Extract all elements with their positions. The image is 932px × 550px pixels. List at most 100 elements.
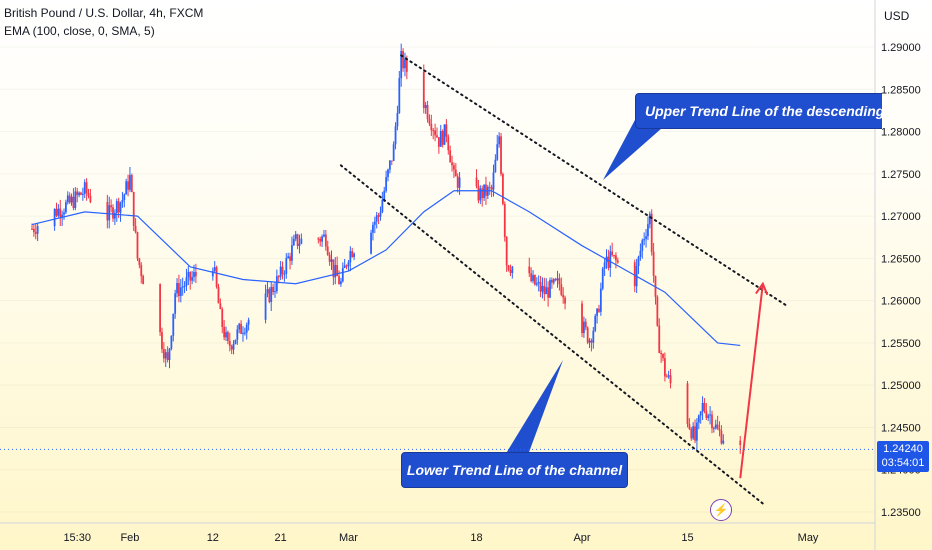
candle-body: [532, 275, 534, 282]
candle-body: [351, 251, 354, 258]
candle-body: [321, 236, 323, 242]
lower-trendline[interactable]: [339, 164, 764, 505]
candle-body: [138, 258, 141, 265]
candle-body: [494, 159, 497, 173]
candle-body: [716, 424, 719, 430]
candle-body: [215, 267, 218, 287]
candle-body: [85, 182, 88, 193]
ema-line: [31, 190, 741, 347]
lower-trendline-label[interactable]: Lower Trend Line of the channel: [401, 452, 628, 488]
candle-body: [270, 286, 273, 302]
candle-body: [324, 234, 327, 247]
candle-body: [57, 208, 60, 216]
candle-body: [598, 308, 600, 312]
candle-body: [609, 251, 612, 268]
last-price-tag: 1.24240 03:54:01: [877, 441, 929, 472]
candle-body: [298, 243, 301, 246]
candle-body: [123, 194, 126, 200]
candle-body: [550, 280, 553, 283]
candle-body: [458, 177, 461, 188]
candles: [31, 43, 742, 454]
candle-body: [294, 234, 297, 239]
indicator-legend: EMA (100, close, 0, SMA, 5): [4, 24, 155, 38]
candle-body: [528, 266, 531, 274]
x-tick-label: 21: [275, 532, 287, 544]
candle-body: [564, 297, 566, 304]
candle-body: [117, 201, 120, 213]
candle-body: [583, 321, 585, 334]
upper-callout-pointer: [603, 118, 662, 180]
candle-body: [545, 287, 548, 295]
candle-body: [633, 262, 636, 287]
candle-body: [650, 213, 653, 252]
candle-body: [663, 358, 666, 377]
candle-body: [645, 236, 647, 239]
candle-body: [498, 136, 501, 145]
candle-body: [183, 285, 186, 287]
candle-body: [383, 190, 386, 200]
ema-line-group: [31, 190, 741, 347]
candle-body: [432, 130, 435, 132]
grid: [0, 46, 874, 513]
trendline-group: [339, 54, 787, 505]
candle-body: [132, 191, 135, 226]
candle-body: [656, 296, 659, 326]
candle-body: [185, 277, 188, 286]
candle-body: [81, 193, 84, 195]
candle-body: [507, 265, 510, 271]
candle-body: [336, 265, 339, 277]
candle-body: [402, 51, 404, 69]
x-tick-label: May: [798, 532, 819, 544]
projection-arrow[interactable]: [739, 283, 764, 479]
candle-body: [558, 278, 561, 285]
candle-body: [266, 289, 269, 294]
candle-body: [332, 259, 335, 278]
candle-body: [221, 308, 224, 328]
lightning-icon[interactable]: ⚡: [710, 499, 732, 521]
candle-body: [535, 283, 538, 285]
candle-body: [739, 440, 742, 446]
candle-body: [334, 265, 337, 278]
candle-body: [72, 196, 75, 209]
candle-body: [240, 323, 242, 334]
candle-body: [430, 123, 433, 131]
candle-body: [445, 124, 448, 137]
upper-trendline[interactable]: [400, 54, 787, 306]
candle-body: [377, 215, 380, 217]
candle-body: [211, 270, 214, 277]
candle-body: [168, 348, 171, 361]
y-tick-label: 1.26500: [881, 253, 921, 265]
candle-body: [541, 285, 544, 292]
candle-body: [283, 273, 286, 275]
upper-trendline-label[interactable]: Upper Trend Line of the descending: [635, 93, 882, 129]
x-tick-label: Apr: [573, 532, 590, 544]
candle-body: [87, 192, 90, 196]
candle-body: [379, 212, 382, 217]
candle-body: [690, 428, 693, 439]
candle-body: [373, 221, 376, 225]
candle-body: [712, 427, 715, 429]
arrow-group: [739, 281, 769, 479]
candle-body: [643, 238, 646, 241]
candle-body: [509, 270, 512, 273]
candle-body: [170, 335, 173, 349]
candle-body: [166, 352, 169, 361]
candle-body: [639, 250, 642, 257]
currency-label[interactable]: USD: [884, 9, 910, 23]
candle-body: [347, 262, 350, 267]
candle-body: [718, 429, 721, 431]
candle-body: [353, 253, 355, 258]
candle-body: [80, 192, 82, 195]
candle-body: [554, 279, 557, 281]
candle-body: [230, 346, 233, 350]
candle-body: [323, 234, 325, 237]
candle-body: [562, 294, 565, 298]
candle-body: [601, 268, 604, 289]
candle-body: [547, 287, 550, 298]
candle-body: [456, 176, 459, 188]
candle-body: [699, 411, 702, 416]
candle-body: [398, 78, 401, 114]
candle-body: [279, 266, 282, 277]
